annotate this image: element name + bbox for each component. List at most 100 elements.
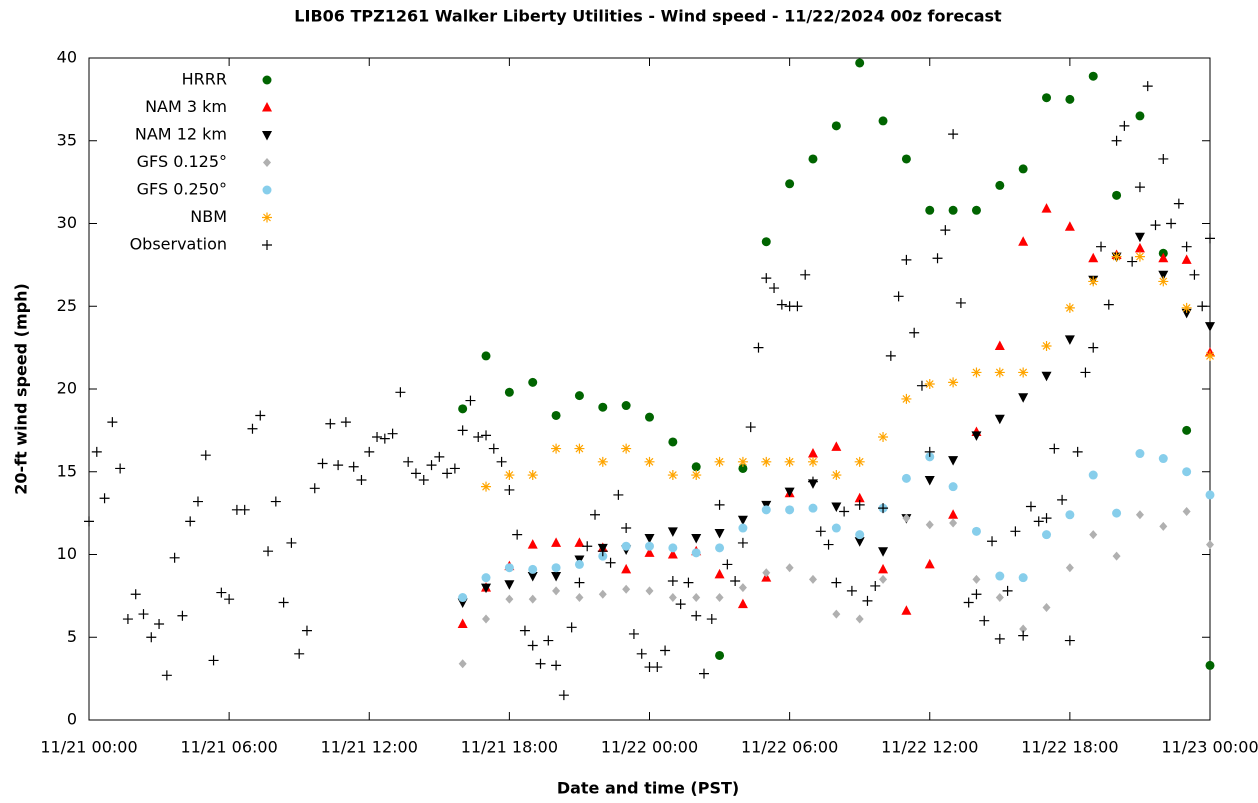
point [948,205,958,215]
point [1150,220,1161,231]
point [1166,218,1177,229]
point [808,574,817,584]
point [846,585,857,596]
point [645,541,654,551]
point [496,456,507,467]
point [1018,236,1029,246]
point [667,527,678,537]
point [1158,252,1169,263]
point [994,367,1005,378]
point [552,586,561,596]
point [519,625,530,636]
point [333,460,344,471]
point [481,351,491,361]
point [613,489,624,500]
y-tick-label: 0 [67,710,77,729]
y-tick-label: 20 [57,379,77,398]
point [263,546,274,557]
point [722,559,733,570]
point [364,446,375,457]
point [99,493,110,504]
point [862,595,873,606]
point [691,470,702,481]
point [1088,252,1099,263]
point [1134,182,1145,193]
point [527,470,538,481]
point [528,377,538,387]
point [1134,242,1145,253]
x-tick-label: 11/22 06:00 [741,738,838,757]
point [1134,251,1145,262]
point [622,584,631,594]
point [551,563,561,573]
point [785,179,795,189]
point [1119,120,1130,131]
point [1049,443,1060,454]
point [971,589,982,600]
legend-label: NAM 3 km [145,97,227,116]
point [924,446,935,457]
point [1042,530,1052,540]
y-tick-label: 30 [57,213,77,232]
point [1127,256,1138,267]
point [598,402,608,412]
point [924,476,935,486]
point [1205,350,1215,361]
point [855,530,865,540]
point [551,572,562,582]
point [1065,94,1075,104]
point [1181,254,1192,264]
point [808,154,818,164]
point [130,589,141,600]
point [901,154,911,164]
point [667,549,678,559]
point [1173,198,1184,209]
legend-marker [262,102,272,112]
point [154,619,165,630]
point [551,443,562,454]
point [621,443,632,454]
point [442,468,453,479]
point [1112,508,1122,518]
y-tick-label: 15 [57,461,77,480]
point [878,547,889,557]
x-tick-label: 11/21 12:00 [321,738,418,757]
point [784,487,795,498]
point [738,463,748,473]
point [784,456,795,467]
point [644,456,655,467]
point [122,614,133,625]
point [325,418,336,429]
point [527,539,538,549]
point [902,513,911,523]
point [512,529,523,540]
point [948,509,959,519]
point [1010,526,1021,537]
point [301,625,312,636]
point [823,539,834,550]
x-tick-label: 11/21 00:00 [40,738,137,757]
point [551,537,562,547]
point [785,563,794,573]
point [698,668,709,679]
point [1064,221,1075,231]
legend-marker [262,212,272,223]
point [387,428,398,439]
point [994,340,1005,350]
point [488,443,499,454]
point [1096,241,1107,252]
x-tick-label: 11/21 06:00 [180,738,277,757]
point [839,506,850,517]
point [878,503,889,514]
point [1103,299,1114,310]
point [901,473,911,483]
y-axis-label: 20-ft wind speed (mph) [12,283,31,495]
point [1041,340,1052,351]
point [543,635,554,646]
point [348,461,359,472]
point [481,430,492,441]
point [138,609,149,620]
point [691,610,702,621]
point [1042,93,1052,103]
point [831,523,841,533]
